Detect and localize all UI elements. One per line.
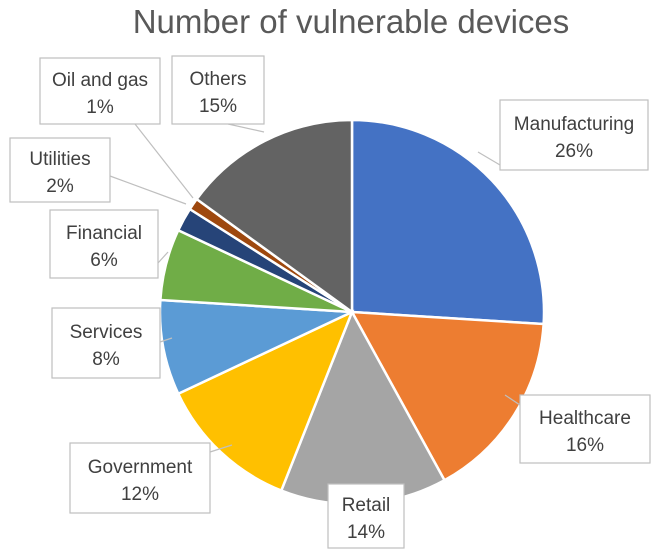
slice-percent: 1% — [86, 97, 114, 118]
slice-percent: 15% — [199, 96, 237, 117]
callout-manufacturing: Manufacturing 26% — [499, 99, 649, 171]
slice-manufacturing — [350, 118, 546, 326]
slice-percent: 14% — [347, 522, 385, 543]
callout-box — [39, 57, 161, 125]
slice-percent: 26% — [555, 141, 593, 162]
slice-label: Retail — [342, 495, 391, 516]
leader-line-utilities — [109, 175, 187, 205]
callout-retail: Retail 14% — [327, 483, 405, 549]
slice-label: Services — [70, 322, 143, 343]
pie-slices — [158, 118, 546, 506]
callout-oil-and-gas: Oil and gas 1% — [39, 57, 161, 125]
slice-label: Others — [189, 69, 246, 90]
callout-services: Services 8% — [51, 307, 161, 379]
slice-percent: 16% — [566, 435, 604, 456]
slice-label: Utilities — [29, 149, 90, 170]
leader-line-services — [159, 337, 173, 343]
callout-utilities: Utilities 2% — [9, 137, 111, 203]
callouts: Manufacturing 26% Healthcare 16% Retail 14% Go… — [9, 55, 651, 549]
callout-box — [519, 394, 651, 464]
leader-line-healthcare — [504, 394, 521, 406]
slice-percent: 8% — [92, 349, 120, 370]
callout-financial: Financial 6% — [49, 209, 159, 279]
leader-line-government — [209, 444, 233, 453]
callout-government: Government 12% — [69, 442, 211, 514]
callout-box — [9, 137, 111, 203]
slice-label: Government — [88, 457, 193, 478]
slice-percent: 6% — [90, 250, 118, 271]
callout-box — [49, 209, 159, 279]
callout-box — [69, 442, 211, 514]
slice-label: Healthcare — [539, 408, 631, 429]
callout-box — [327, 483, 405, 549]
leader-line-oil-and-gas — [134, 123, 194, 199]
slice-percent: 2% — [46, 176, 74, 197]
slice-label: Financial — [66, 223, 142, 244]
slice-label: Oil and gas — [52, 70, 148, 91]
callout-others: Others 15% — [171, 55, 265, 125]
callout-leaders — [109, 123, 521, 453]
slice-percent: 12% — [121, 484, 159, 505]
callout-box — [51, 307, 161, 379]
callout-box — [499, 99, 649, 171]
leader-line-manufacturing — [477, 151, 501, 166]
callout-box — [171, 55, 265, 125]
slice-healthcare — [349, 310, 545, 482]
slice-others — [194, 118, 354, 315]
slice-services — [158, 298, 353, 396]
leader-line-others — [227, 123, 265, 133]
chart-title: Number of vulnerable devices — [133, 3, 570, 40]
slice-label: Manufacturing — [514, 114, 634, 135]
slice-government — [176, 309, 355, 493]
callout-healthcare: Healthcare 16% — [519, 394, 651, 464]
leader-line-financial — [157, 251, 169, 264]
